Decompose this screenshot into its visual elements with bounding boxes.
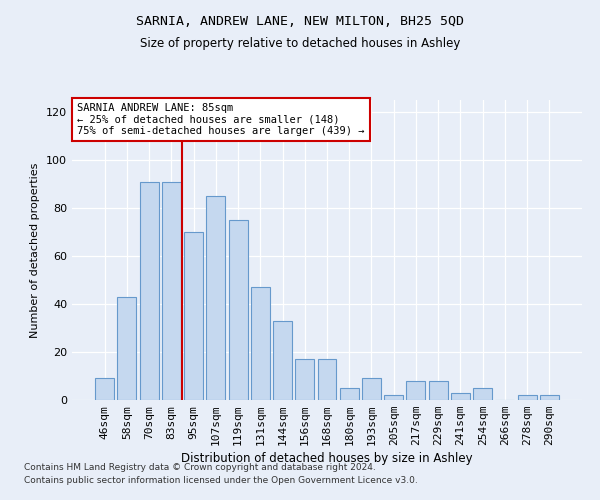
Text: Size of property relative to detached houses in Ashley: Size of property relative to detached ho… bbox=[140, 38, 460, 51]
Bar bbox=[384, 395, 403, 400]
Bar bbox=[206, 196, 225, 400]
Text: Contains public sector information licensed under the Open Government Licence v3: Contains public sector information licen… bbox=[24, 476, 418, 485]
Bar bbox=[540, 395, 559, 400]
Bar bbox=[229, 220, 248, 400]
Bar bbox=[295, 359, 314, 400]
Bar bbox=[362, 378, 381, 400]
Bar bbox=[162, 182, 181, 400]
Bar bbox=[451, 393, 470, 400]
Bar bbox=[251, 287, 270, 400]
Bar bbox=[95, 378, 114, 400]
Text: Contains HM Land Registry data © Crown copyright and database right 2024.: Contains HM Land Registry data © Crown c… bbox=[24, 464, 376, 472]
Bar bbox=[473, 388, 492, 400]
Bar bbox=[118, 297, 136, 400]
Bar bbox=[406, 381, 425, 400]
Bar bbox=[518, 395, 536, 400]
Y-axis label: Number of detached properties: Number of detached properties bbox=[31, 162, 40, 338]
Bar bbox=[429, 381, 448, 400]
Bar bbox=[340, 388, 359, 400]
X-axis label: Distribution of detached houses by size in Ashley: Distribution of detached houses by size … bbox=[181, 452, 473, 466]
Text: SARNIA, ANDREW LANE, NEW MILTON, BH25 5QD: SARNIA, ANDREW LANE, NEW MILTON, BH25 5Q… bbox=[136, 15, 464, 28]
Bar bbox=[273, 321, 292, 400]
Bar bbox=[317, 359, 337, 400]
Text: SARNIA ANDREW LANE: 85sqm
← 25% of detached houses are smaller (148)
75% of semi: SARNIA ANDREW LANE: 85sqm ← 25% of detac… bbox=[77, 103, 365, 136]
Bar bbox=[184, 232, 203, 400]
Bar bbox=[140, 182, 158, 400]
